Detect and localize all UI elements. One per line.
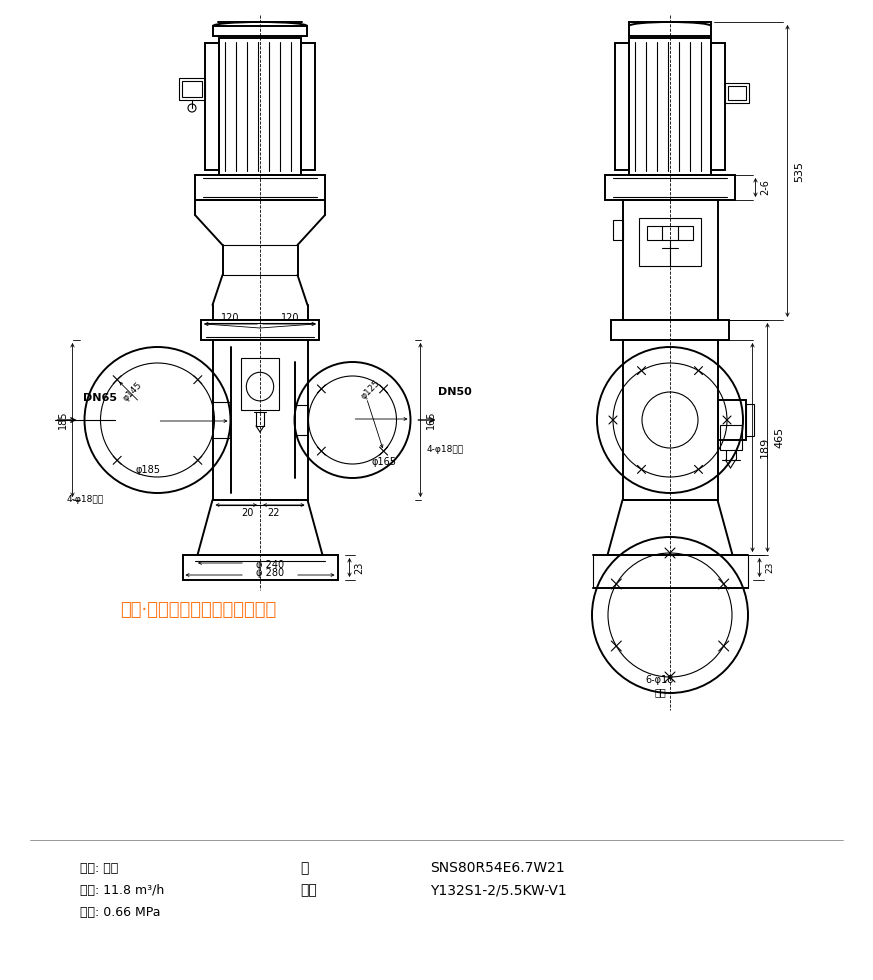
Text: 电机: 电机 <box>300 883 317 897</box>
Bar <box>746 404 753 436</box>
Bar <box>639 218 701 266</box>
Bar <box>629 38 711 175</box>
Bar <box>629 22 711 36</box>
Text: 23: 23 <box>354 562 365 573</box>
Text: 20: 20 <box>241 508 253 518</box>
Bar <box>718 400 746 440</box>
Bar <box>605 175 735 200</box>
Text: 185: 185 <box>58 411 67 429</box>
Bar <box>725 83 749 103</box>
Text: 2-6: 2-6 <box>760 179 771 195</box>
Bar <box>622 340 718 500</box>
Bar <box>205 43 219 170</box>
Bar <box>182 81 202 97</box>
Text: 120: 120 <box>221 313 239 323</box>
Text: SNS80R54E6.7W21: SNS80R54E6.7W21 <box>430 861 565 875</box>
Text: φ125: φ125 <box>359 378 382 402</box>
Text: φ185: φ185 <box>135 465 160 475</box>
Bar <box>301 43 315 170</box>
Bar <box>611 320 729 340</box>
Text: 465: 465 <box>774 427 785 448</box>
Text: 535: 535 <box>794 161 805 181</box>
Bar <box>647 226 693 240</box>
Bar <box>241 358 279 410</box>
Text: 版权·河北远东泵业制造有限公司: 版权·河北远东泵业制造有限公司 <box>120 601 276 619</box>
Text: 22: 22 <box>267 508 279 518</box>
Text: 介质: 柴油: 介质: 柴油 <box>80 861 118 874</box>
Bar <box>728 86 746 100</box>
Text: 6-φ18: 6-φ18 <box>646 675 674 685</box>
Bar <box>212 340 307 500</box>
Bar <box>201 320 319 340</box>
Text: 流量: 11.8 m³/h: 流量: 11.8 m³/h <box>80 884 164 897</box>
Text: 165: 165 <box>425 411 436 429</box>
Text: DN50: DN50 <box>438 387 472 397</box>
Text: 4-φ18均布: 4-φ18均布 <box>66 496 104 505</box>
Text: 189: 189 <box>760 437 769 458</box>
Bar <box>179 78 205 100</box>
Text: 23: 23 <box>765 562 774 573</box>
Text: 压力: 0.66 MPa: 压力: 0.66 MPa <box>80 906 161 918</box>
Text: Y132S1-2/5.5KW-V1: Y132S1-2/5.5KW-V1 <box>430 883 567 897</box>
Text: φ 280: φ 280 <box>256 568 284 578</box>
Bar <box>195 175 325 200</box>
Text: 均布: 均布 <box>654 687 666 697</box>
Text: 4-φ18均布: 4-φ18均布 <box>426 446 464 455</box>
Text: 泵: 泵 <box>300 861 308 875</box>
Bar <box>615 43 629 170</box>
Text: DN65: DN65 <box>83 393 117 403</box>
Text: φ 240: φ 240 <box>256 560 284 570</box>
Bar <box>182 555 338 580</box>
Bar <box>613 220 622 240</box>
Bar <box>719 425 741 450</box>
Text: 120: 120 <box>281 313 299 323</box>
Bar <box>711 43 725 170</box>
Bar <box>622 200 718 320</box>
Text: φ145: φ145 <box>121 380 144 404</box>
Bar <box>219 38 301 175</box>
Text: φ165: φ165 <box>372 457 397 467</box>
